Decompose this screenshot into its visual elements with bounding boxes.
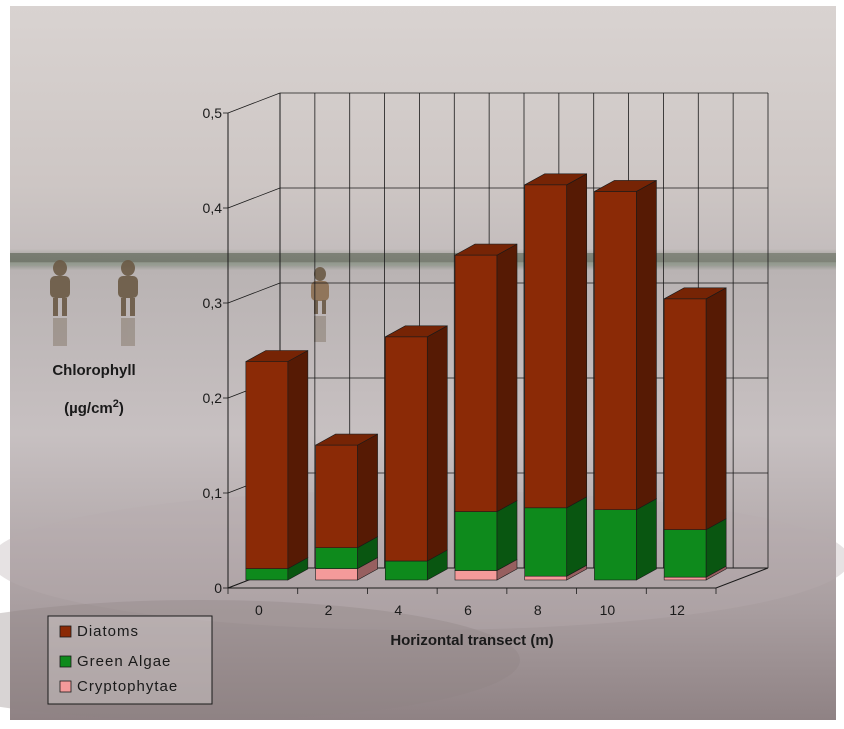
y-tick-label: 0,4 [203, 200, 223, 216]
bar-top [524, 173, 587, 186]
legend-swatch-green-algae [59, 655, 72, 668]
x-tick-label: 12 [669, 602, 685, 618]
y-axis-title: Chlorophyll [52, 362, 135, 379]
bar-segment-green-algae [245, 568, 289, 581]
bar-segment-green-algae [524, 507, 568, 577]
chart-bars [245, 173, 727, 581]
bar-side-diatoms [357, 433, 378, 549]
legend-label-cryptophytae: Cryptophytae [77, 678, 178, 695]
y-tick-label: 0,3 [203, 295, 223, 311]
bar-side-green-algae [636, 498, 657, 581]
bar-side-diatoms [496, 243, 518, 513]
x-tick-label: 0 [255, 602, 263, 618]
legend: Diatoms Green Algae Cryptophytae [47, 615, 213, 705]
bar-segment-green-algae [594, 509, 637, 581]
legend-swatch-cryptophytae [59, 680, 72, 693]
bar-top [663, 287, 727, 300]
bar-side-diatoms [705, 287, 727, 531]
legend-label-green-algae: Green Algae [77, 653, 171, 670]
y-tick-labels: 0 0,1 0,2 0,3 0,4 0,5 [203, 105, 223, 596]
bar-top [594, 180, 657, 192]
bar-segment-cryptophytae [524, 575, 568, 581]
bar-segment-green-algae [663, 529, 707, 578]
y-tick-label: 0,1 [203, 485, 223, 501]
bar-segment-cryptophytae [454, 570, 498, 581]
bar-segment-diatoms [245, 361, 289, 569]
bar-segment-diatoms [663, 298, 707, 530]
x-tick-label: 10 [600, 602, 616, 618]
bar-segment-cryptophytae [663, 576, 707, 581]
y-axis-unit-sup: 2 [113, 398, 119, 410]
y-tick-label: 0,2 [203, 390, 223, 406]
bar-segment-diatoms [384, 336, 428, 562]
side-wall-gridline [227, 92, 281, 114]
bar-side-green-algae [566, 496, 588, 577]
bar-segment-green-algae [315, 547, 358, 569]
x-tick-label: 8 [534, 602, 542, 618]
legend-swatch-diatoms [59, 625, 72, 638]
bar-segment-diatoms [594, 191, 637, 510]
y-axis-unit-text: (µg/cm [64, 400, 113, 417]
bar-top [454, 243, 518, 256]
side-wall-gridline [227, 187, 281, 209]
bar-top [245, 350, 309, 362]
bar-segment-green-algae [454, 511, 498, 571]
bar-segment-diatoms [524, 184, 568, 509]
x-tick-label: 2 [325, 602, 333, 618]
legend-box [47, 615, 213, 705]
people-figures [50, 260, 329, 316]
x-tick-label: 6 [464, 602, 472, 618]
bar-side-diatoms [636, 179, 657, 511]
bar-side-diatoms [566, 173, 588, 509]
bar-side-diatoms [287, 349, 309, 570]
y-tick-label: 0,5 [203, 105, 223, 121]
bar-top [315, 433, 378, 446]
side-wall-gridline [227, 282, 281, 304]
bar-segment-cryptophytae [315, 568, 358, 581]
bar-side-green-algae [496, 500, 518, 572]
bar-segment-diatoms [315, 444, 358, 549]
y-axis-unit: (µg/cm2) [64, 398, 124, 417]
bar-top [385, 325, 448, 338]
y-axis-unit-close: ) [119, 400, 124, 417]
bar-segment-green-algae [384, 560, 428, 581]
legend-label-diatoms: Diatoms [77, 623, 139, 640]
chart-axes [227, 588, 717, 594]
x-axis-title: Horizontal transect (m) [390, 632, 553, 649]
x-tick-label: 4 [394, 602, 402, 618]
bar-segment-diatoms [454, 254, 498, 512]
x-tick-labels: 0 2 4 6 8 10 12 [255, 602, 685, 618]
bar-side-diatoms [426, 325, 448, 562]
y-tick-label: 0 [214, 580, 222, 596]
